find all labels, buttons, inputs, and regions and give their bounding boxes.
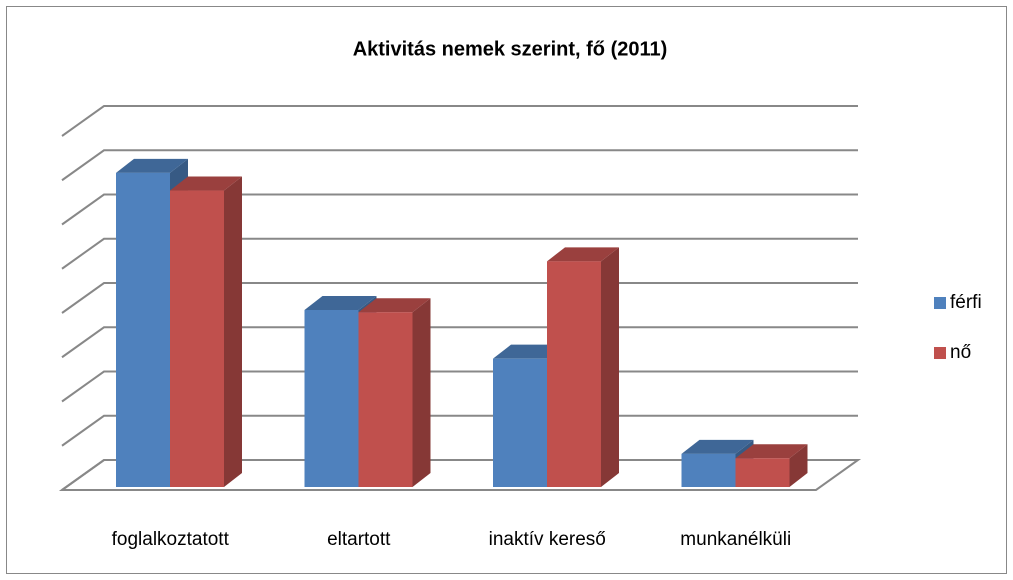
grid-line	[61, 149, 858, 182]
bar	[493, 358, 547, 487]
bar-top	[358, 298, 431, 313]
grid-line	[61, 193, 858, 226]
bar	[170, 190, 224, 487]
bar	[735, 458, 790, 487]
bar	[358, 312, 413, 487]
legend-label: nő	[950, 342, 971, 363]
bar-top	[170, 176, 242, 191]
bar-top	[547, 247, 619, 262]
grid-line	[61, 237, 858, 270]
bar-side	[224, 176, 242, 487]
bar-top	[735, 444, 808, 459]
x-tick-label: munkanélküli	[680, 529, 791, 550]
grid-line	[61, 105, 858, 137]
bar-side	[789, 444, 808, 487]
x-tick-label: inaktív kereső	[489, 529, 606, 550]
bar	[304, 310, 359, 487]
bar	[547, 261, 601, 487]
x-tick-label: eltartott	[327, 529, 391, 550]
bar-side	[412, 298, 431, 487]
bar-side	[601, 247, 619, 487]
legend-label: férfi	[950, 292, 982, 313]
chart-title: Aktivitás nemek szerint, fő (2011)	[353, 38, 668, 60]
bar-top	[681, 439, 754, 454]
bar-top	[304, 296, 377, 310]
x-tick-label: foglalkoztatott	[112, 529, 230, 550]
legend-swatch	[934, 297, 946, 309]
bar	[116, 172, 170, 487]
bar-top	[116, 158, 188, 173]
bar	[681, 453, 736, 487]
legend-swatch	[934, 347, 946, 359]
